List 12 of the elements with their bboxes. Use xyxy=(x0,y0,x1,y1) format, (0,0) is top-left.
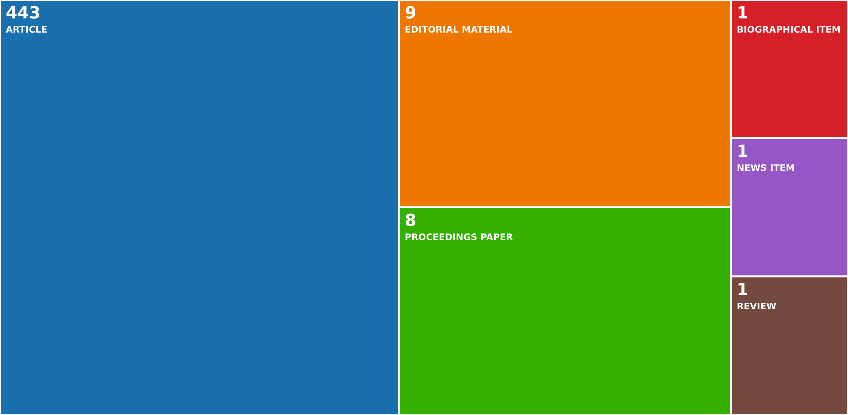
category-label: EDITORIAL MATERIAL xyxy=(406,26,512,33)
data-label: 443 xyxy=(6,6,40,19)
data-label: 8 xyxy=(406,214,416,226)
category-label: PROCEEDINGS PAPER xyxy=(406,234,513,240)
category-label: BIOGRAPHICAL ITEM xyxy=(738,26,840,33)
category-label: ARTICLE xyxy=(6,26,47,33)
category-label: NEWS ITEM xyxy=(738,164,794,172)
category-label: REVIEW xyxy=(738,302,776,310)
data-label: 1 xyxy=(738,144,748,157)
data-label: 9 xyxy=(406,6,416,19)
data-label: 1 xyxy=(738,6,748,19)
data-label: 1 xyxy=(738,283,748,296)
